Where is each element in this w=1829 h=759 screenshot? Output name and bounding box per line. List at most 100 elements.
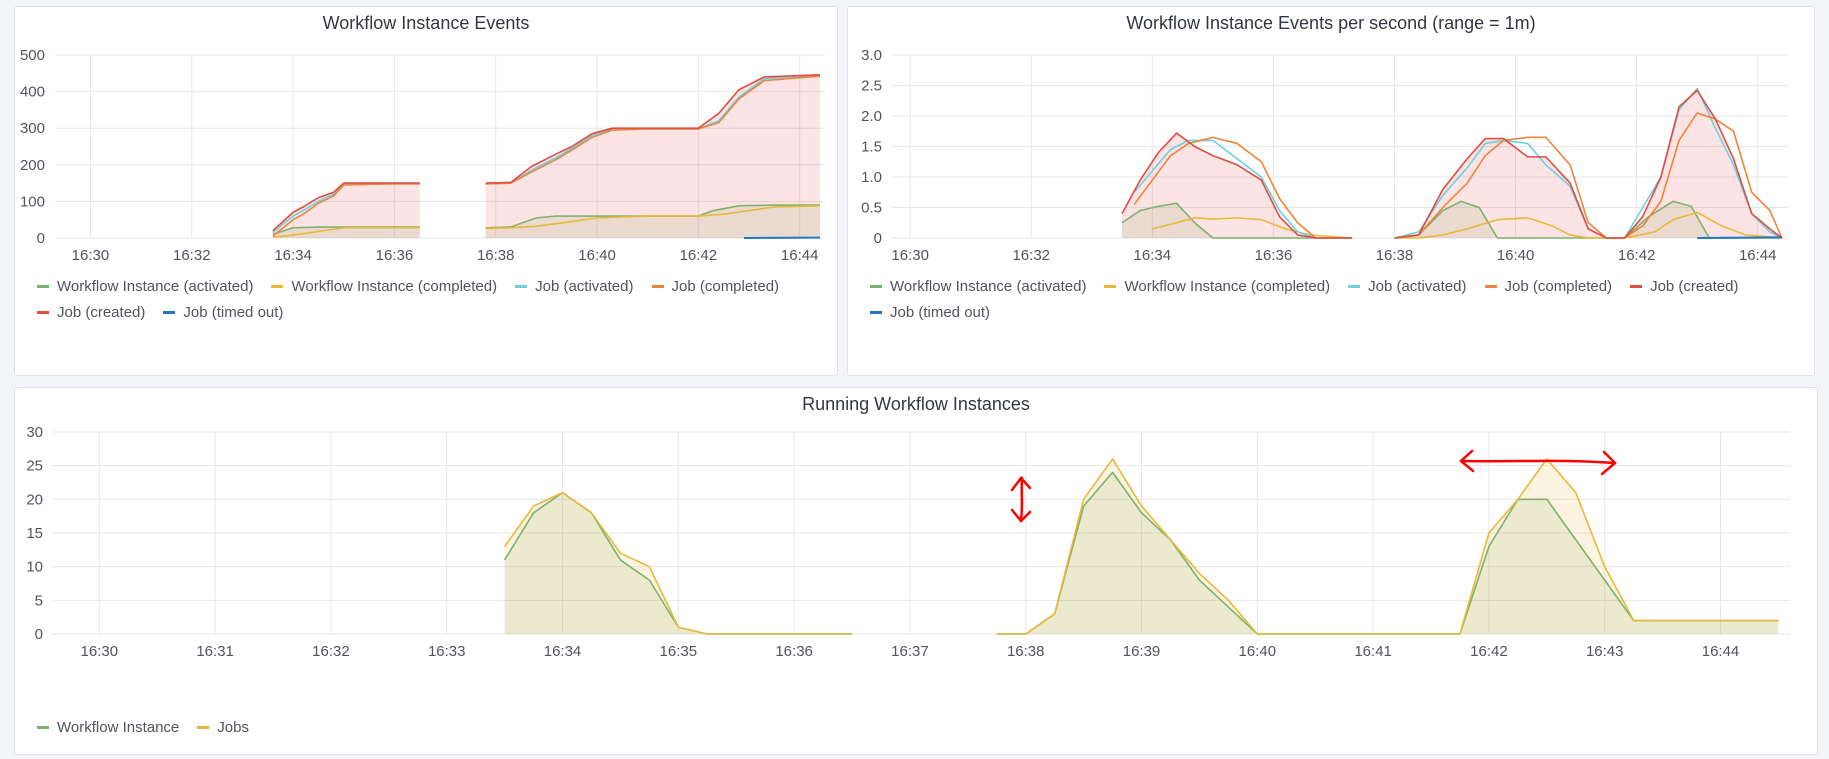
events-per-second-chart: 0 0.5 1.0 1.5 2.0 2.5 3.0 16:30 16:32 16:34 16:36 1… [861, 47, 1788, 264]
job-completed-series-line[interactable] [1394, 136, 1625, 239]
job-created-area-fill [1122, 133, 1353, 238]
y-tick-label: 25 [26, 458, 43, 475]
workflow-instance-activated-area-fill [1624, 201, 1782, 238]
job-created-series-line[interactable] [485, 73, 820, 184]
job-created-series-line[interactable] [1623, 89, 1783, 239]
workflow-instance-completed-series-line[interactable] [1394, 217, 1625, 239]
jobs-series-line[interactable] [996, 458, 1779, 635]
x-tick-label: 16:40 [1239, 643, 1277, 660]
job-timed-out-series-line[interactable] [1697, 236, 1782, 239]
job-completed-series-line[interactable] [1133, 136, 1353, 239]
chart-legend: Workflow Instance (activated) Workflow In… [870, 274, 1806, 326]
legend-label: Job (activated) [535, 278, 634, 295]
workflow-instance-activated-area-fill [1122, 203, 1353, 238]
legend-item-workflow-instance-completed[interactable]: Workflow Instance (completed) [271, 274, 497, 300]
x-tick-label: 16:38 [477, 247, 515, 264]
workflow-instance-area-fill [996, 472, 1779, 634]
x-tick-label: 16:40 [578, 247, 616, 264]
job-created-series-line[interactable] [1394, 137, 1625, 239]
legend-item-workflow-instance[interactable]: Workflow Instance [37, 715, 179, 741]
y-tick-label: 15 [26, 525, 43, 542]
panel-title[interactable]: Running Workflow Instances [802, 394, 1030, 414]
legend-item-job-created[interactable]: Job (created) [37, 300, 145, 326]
workflow-instance-activated-series-line[interactable] [1121, 202, 1353, 239]
workflow-instance-activated-area-fill [485, 205, 820, 238]
legend-item-job-activated[interactable]: Job (activated) [1348, 274, 1467, 300]
y-tick-label: 0 [37, 230, 45, 247]
job-activated-series-line[interactable] [1133, 139, 1353, 239]
job-completed-series-line[interactable] [1624, 112, 1783, 239]
legend-swatch [515, 284, 528, 288]
legend-swatch [1630, 284, 1643, 288]
workflow-instance-activated-area-fill [1394, 201, 1625, 238]
x-tick-label: 16:30 [891, 247, 929, 264]
y-tick-label: 10 [26, 559, 43, 576]
job-activated-series-line[interactable] [1623, 87, 1783, 239]
x-tick-label: 16:37 [891, 643, 929, 660]
workflow-instance-completed-series-line[interactable] [1624, 211, 1783, 239]
legend-item-job-created[interactable]: Job (created) [1630, 274, 1738, 300]
y-tick-label: 1.5 [861, 139, 882, 156]
x-tick-label: 16:36 [1255, 247, 1293, 264]
y-tick-label: 400 [20, 84, 45, 101]
jobs-area-fill [504, 492, 853, 634]
legend-label: Workflow Instance (activated) [890, 278, 1087, 295]
x-tick-label: 16:38 [1007, 643, 1045, 660]
y-tick-label: 1.0 [861, 169, 882, 186]
x-tick-label: 16:32 [173, 247, 211, 264]
jobs-area-fill [996, 458, 1779, 634]
legend-swatch [1484, 284, 1497, 288]
legend-swatch [271, 284, 284, 288]
legend-item-job-timed-out[interactable]: Job (timed out) [870, 300, 990, 326]
legend-item-job-completed[interactable]: Job (completed) [651, 274, 780, 300]
jobs-series-line[interactable] [503, 491, 853, 635]
x-tick-label: 16:44 [1702, 643, 1740, 660]
legend-item-workflow-instance-activated[interactable]: Workflow Instance (activated) [37, 274, 253, 300]
job-created-series-line[interactable] [1121, 132, 1353, 239]
panel-running-workflow-instances: Running Workflow Instances 0 5 10 15 20 25 30 1… [14, 387, 1818, 755]
x-tick-label: 16:30 [81, 643, 119, 660]
legend-label: Job (completed) [671, 278, 780, 295]
workflow-instance-completed-series-line[interactable] [272, 226, 420, 239]
panel-workflow-instance-events-per-second: Workflow Instance Events per second (ran… [847, 6, 1815, 376]
x-tick-label: 16:39 [1123, 643, 1161, 660]
y-tick-label: 30 [26, 424, 43, 441]
legend-item-jobs[interactable]: Jobs [197, 715, 249, 741]
y-tick-label: 5 [35, 592, 43, 609]
x-tick-label: 16:42 [680, 247, 718, 264]
x-tick-label: 16:32 [1012, 247, 1050, 264]
x-tick-label: 16:33 [428, 643, 466, 660]
panel-title[interactable]: Workflow Instance Events [322, 13, 530, 33]
chart-legend: Workflow Instance (activated) Workflow In… [37, 274, 827, 326]
legend-item-job-completed[interactable]: Job (completed) [1484, 274, 1612, 300]
job-completed-series-line[interactable] [485, 75, 820, 185]
job-completed-series-line[interactable] [272, 183, 420, 237]
panel-workflow-instance-events: Workflow Instance Events 0 100 200 300 400 50… [14, 6, 838, 376]
job-created-area-fill [1394, 138, 1625, 238]
legend-item-workflow-instance-completed[interactable]: Workflow Instance (completed) [1104, 274, 1330, 300]
legend-item-job-activated[interactable]: Job (activated) [515, 274, 634, 300]
x-tick-label: 16:34 [274, 247, 312, 264]
legend-item-job-timed-out[interactable]: Job (timed out) [163, 300, 283, 326]
workflow-instance-area-fill [504, 492, 853, 634]
panel-title[interactable]: Workflow Instance Events per second (ran… [1126, 13, 1536, 33]
workflow-instance-completed-series-line[interactable] [485, 204, 820, 230]
legend-label: Job (timed out) [890, 304, 991, 321]
x-tick-label: 16:36 [775, 643, 813, 660]
legend-swatch [870, 284, 882, 288]
legend-label: Jobs [217, 719, 249, 736]
y-tick-label: 200 [20, 157, 45, 174]
x-tick-label: 16:34 [544, 643, 582, 660]
x-tick-label: 16:30 [72, 247, 110, 264]
legend-swatch [37, 725, 49, 729]
y-tick-label: 500 [20, 47, 45, 64]
legend-item-workflow-instance-activated[interactable]: Workflow Instance (activated) [870, 274, 1086, 300]
grid [892, 54, 1788, 239]
job-created-area-fill [272, 183, 420, 238]
x-tick-label: 16:38 [1376, 247, 1414, 264]
legend-label: Job (timed out) [183, 304, 284, 321]
job-created-series-line[interactable] [272, 182, 420, 232]
x-tick-label: 16:41 [1354, 643, 1392, 660]
x-tick-label: 16:31 [196, 643, 234, 660]
x-tick-label: 16:32 [312, 643, 350, 660]
